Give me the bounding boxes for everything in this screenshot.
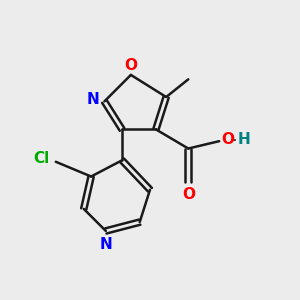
Text: N: N <box>100 237 112 252</box>
Text: O: O <box>124 58 137 73</box>
Text: O: O <box>182 187 195 202</box>
Text: O: O <box>221 132 235 147</box>
Text: N: N <box>86 92 99 107</box>
Text: Cl: Cl <box>33 151 49 166</box>
Text: H: H <box>238 132 250 147</box>
